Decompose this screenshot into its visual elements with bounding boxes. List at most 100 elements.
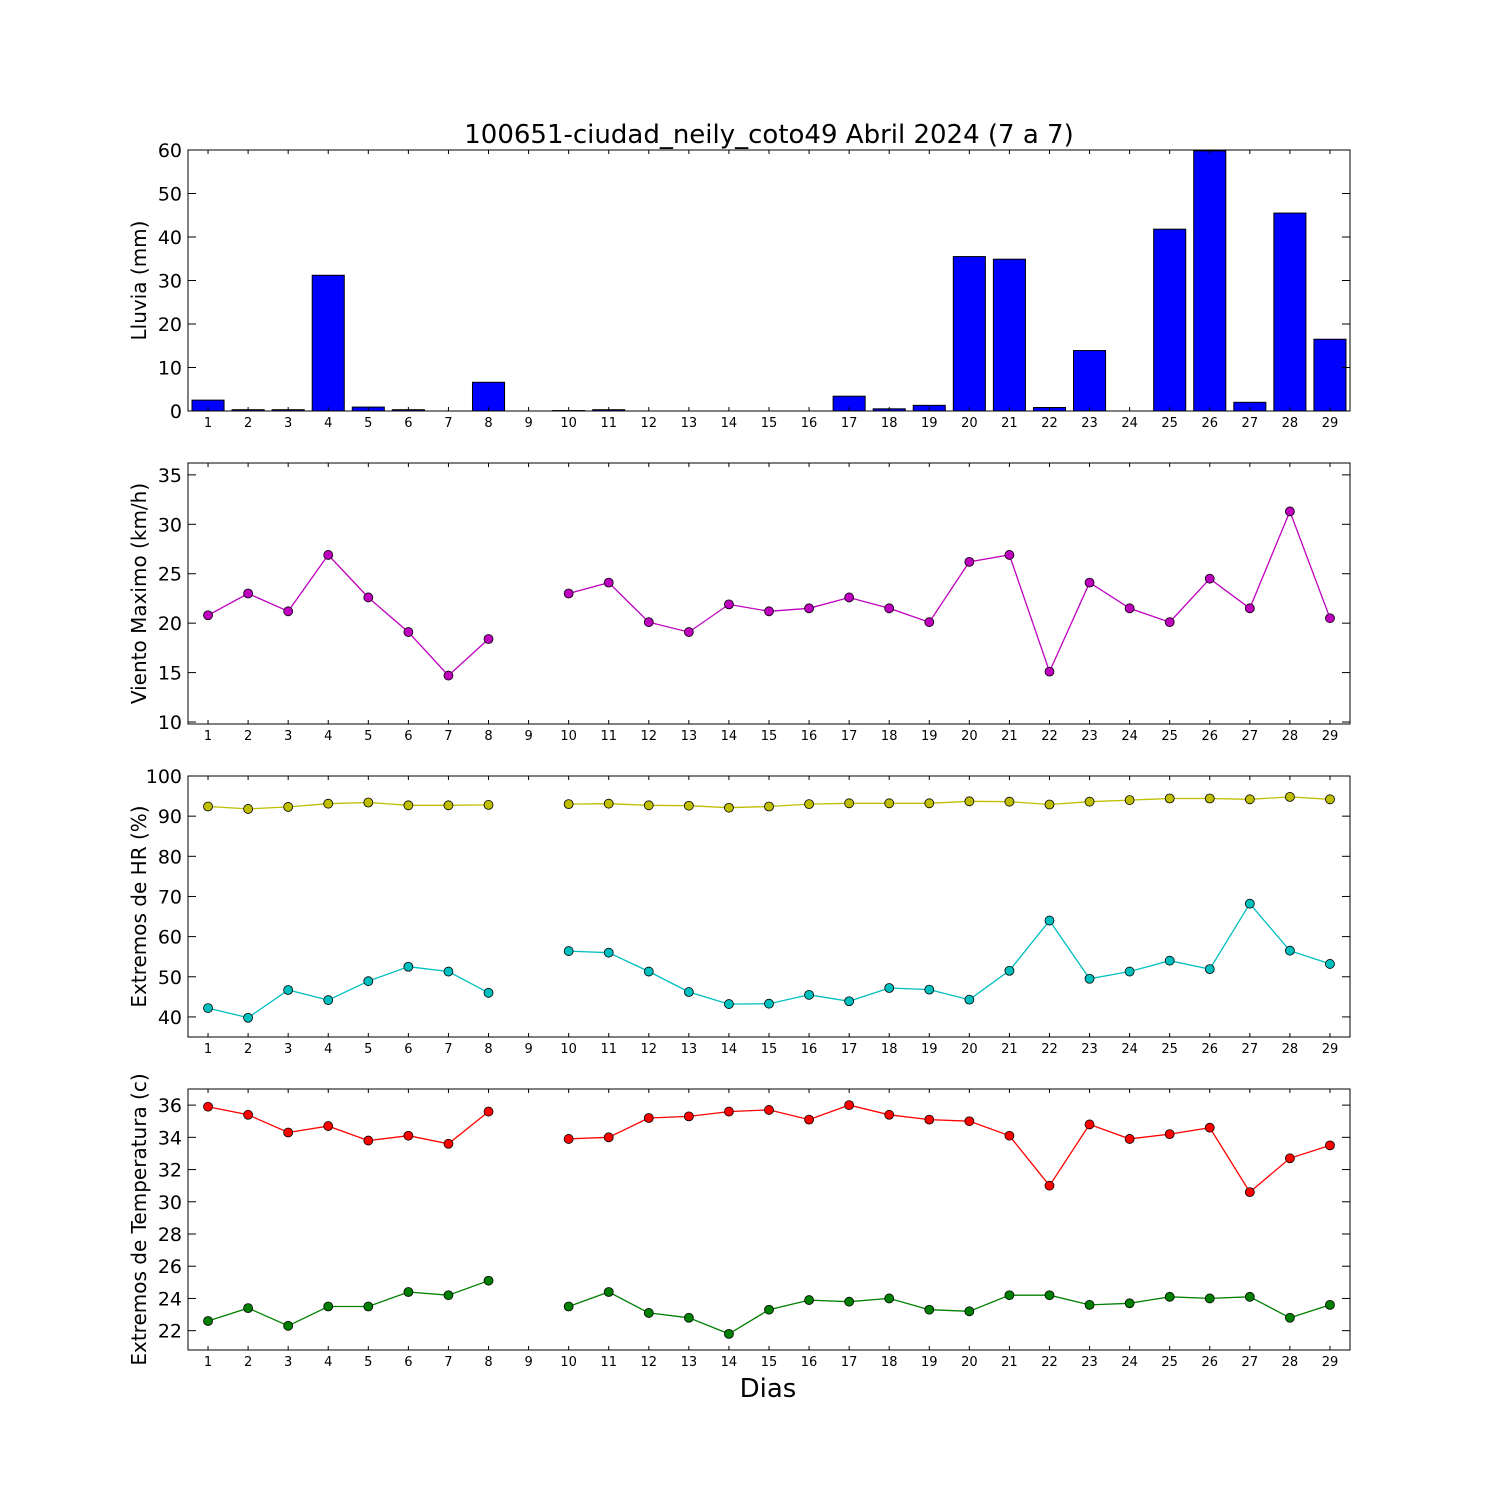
x-tick-label: 20	[961, 416, 978, 431]
temp-min-point-day-21	[1004, 1290, 1015, 1301]
x-tick-label: 6	[404, 1355, 412, 1370]
x-tick-label: 23	[1081, 1355, 1098, 1370]
x-tick-label: 1	[204, 1355, 212, 1370]
y-axis-label: Viento Maximo (km/h)	[127, 483, 151, 704]
x-tick-label: 15	[761, 1355, 778, 1370]
hr-min-point-day-5	[363, 976, 374, 987]
x-tick-label: 13	[681, 1042, 698, 1057]
temp-min-point-day-23	[1084, 1299, 1095, 1310]
wind-max-point-day-23	[1084, 577, 1095, 588]
x-tick-label: 16	[801, 416, 818, 431]
x-tick-label: 7	[444, 1355, 452, 1370]
hr-min-point-day-29	[1325, 959, 1335, 969]
temp-max-point-day-25	[1164, 1129, 1175, 1140]
x-tick-label: 13	[681, 729, 698, 744]
temp-max-point-day-20	[964, 1116, 975, 1127]
x-tick-label: 7	[444, 729, 452, 744]
x-axis-label: Dias	[740, 1374, 797, 1404]
hr-min-point-day-23	[1084, 973, 1095, 984]
hr-min-point-day-11	[603, 947, 614, 958]
temp-min-point-day-10	[563, 1301, 574, 1312]
temp-min-point-day-14	[724, 1328, 734, 1339]
y-tick-label: 10	[158, 712, 182, 734]
hr-min-point-day-3	[283, 985, 294, 995]
plot-area	[203, 506, 1335, 681]
x-tick-label: 11	[600, 1355, 617, 1370]
temp-min-point-day-12	[643, 1308, 654, 1318]
bar-day-20	[952, 256, 986, 411]
x-tick-label: 11	[600, 1042, 617, 1057]
wind-max-point-day-4	[323, 550, 334, 560]
hr-max-point-day-24	[1124, 795, 1135, 805]
wind-max-point-day-15	[764, 606, 774, 617]
y-tick-label: 10	[158, 358, 182, 380]
x-tick-label: 5	[364, 416, 372, 431]
x-tick-label: 20	[961, 1355, 978, 1370]
temp-max-point-day-3	[283, 1127, 294, 1138]
y-tick-label: 40	[158, 227, 182, 249]
temp-max-point-day-2	[243, 1109, 254, 1120]
x-tick-label: 8	[484, 1042, 492, 1057]
x-tick-label: 19	[921, 1042, 938, 1057]
x-tick-label: 21	[1001, 416, 1018, 431]
bar-day-29	[1313, 338, 1347, 411]
hr-max-point-day-10	[563, 799, 574, 810]
temp-min-point-day-20	[964, 1306, 975, 1317]
hr-min-point-day-24	[1124, 966, 1135, 977]
x-tick-label: 12	[641, 416, 658, 431]
y-tick-label: 26	[158, 1256, 182, 1278]
x-tick-label: 25	[1161, 1355, 1178, 1370]
x-tick-label: 16	[801, 729, 818, 744]
x-tick-label: 28	[1282, 1042, 1299, 1057]
hr-min-point-day-19	[924, 984, 935, 995]
temp-max-point-day-17	[844, 1100, 855, 1111]
bar-day-8	[471, 381, 506, 411]
hr-max-point-day-23	[1084, 796, 1095, 807]
hr-max-point-day-17	[844, 798, 855, 809]
y-tick-label: 30	[158, 271, 182, 293]
x-tick-label: 13	[681, 1355, 698, 1370]
x-tick-label: 12	[641, 1355, 658, 1370]
temp-min-point-day-28	[1284, 1312, 1295, 1323]
y-tick-label: 34	[158, 1127, 182, 1149]
temp-max-line-1	[207, 1106, 489, 1145]
temp-min-point-day-11	[603, 1287, 614, 1297]
temp-min-point-day-18	[884, 1293, 895, 1304]
temp-max-point-day-21	[1004, 1130, 1015, 1141]
bar-day-4	[311, 274, 345, 411]
x-tick-label: 26	[1201, 1042, 1218, 1057]
hr-min-point-day-2	[243, 1012, 254, 1023]
x-tick-label: 21	[1001, 1355, 1018, 1370]
wind-max-point-day-19	[924, 617, 935, 628]
y-tick-label: 0	[170, 401, 182, 423]
x-tick-label: 4	[324, 1355, 332, 1370]
hr-min-point-day-12	[643, 966, 654, 977]
x-tick-label: 27	[1242, 729, 1259, 744]
wind-max-point-day-12	[643, 617, 654, 628]
y-tick-label: 40	[158, 1007, 182, 1029]
x-tick-label: 3	[284, 416, 292, 431]
temp-min-point-day-15	[764, 1304, 774, 1315]
x-tick-label: 20	[961, 1042, 978, 1057]
x-tick-label: 6	[404, 1042, 412, 1057]
x-tick-label: 14	[721, 1355, 738, 1370]
temp-min-point-day-6	[403, 1287, 414, 1297]
wind-max-point-day-25	[1164, 617, 1175, 628]
x-tick-label: 1	[204, 416, 212, 431]
temp-min-point-day-17	[844, 1296, 855, 1307]
x-tick-label: 9	[524, 1042, 532, 1057]
temp-min-point-day-13	[683, 1312, 694, 1323]
x-tick-label: 7	[444, 1042, 452, 1057]
temp-min-point-day-4	[323, 1301, 334, 1312]
hr-min-point-day-8	[483, 987, 494, 998]
bar-day-21	[992, 258, 1026, 411]
temp-min-point-day-24	[1124, 1298, 1135, 1309]
y-tick-label: 15	[158, 663, 182, 685]
hr-max-point-day-18	[884, 798, 895, 809]
x-tick-label: 17	[841, 1355, 858, 1370]
x-tick-label: 1	[204, 729, 212, 744]
temp-min-point-day-8	[483, 1275, 494, 1286]
